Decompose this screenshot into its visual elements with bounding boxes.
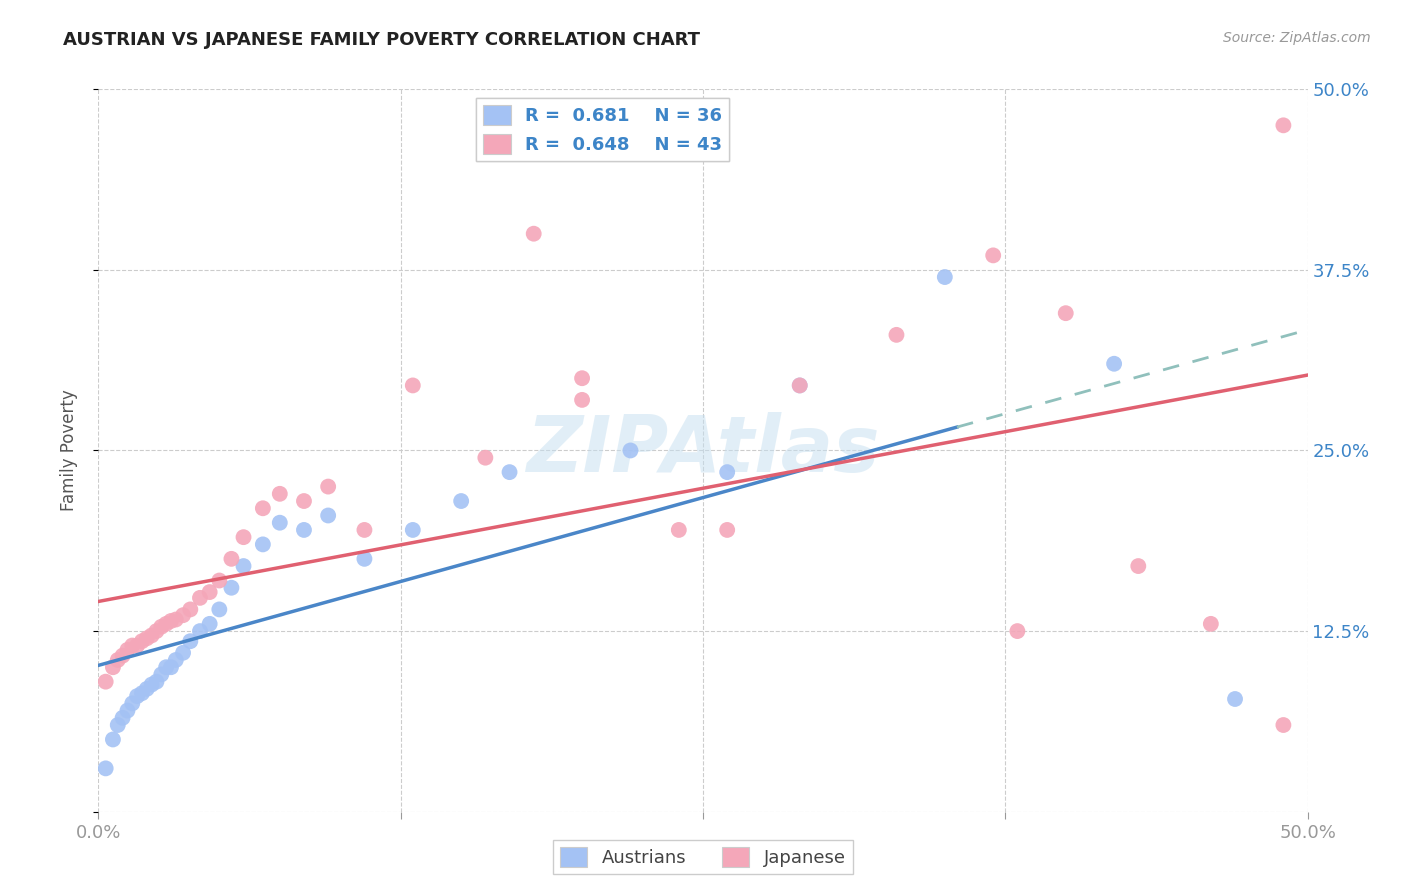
Point (789, 378, 811, 392)
Point (107, 718, 129, 732)
Point (127, 639, 149, 653)
Point (716, 523, 738, 537)
Point (172, 646, 194, 660)
Point (252, 501, 274, 516)
Point (131, 634, 153, 648)
Point (269, 516, 291, 530)
Point (131, 686, 153, 700)
Point (316, 508, 339, 523)
Point (127, 689, 149, 703)
Point (179, 634, 201, 648)
Point (571, 392, 593, 407)
Point (1007, 624, 1029, 639)
Point (198, 585, 221, 599)
Point (172, 608, 194, 623)
Point (141, 628, 163, 642)
Point (402, 378, 425, 392)
Point (316, 480, 339, 494)
Point (145, 674, 167, 689)
Point (94, 761, 117, 775)
Point (1223, 692, 1246, 706)
Point (1102, 357, 1125, 371)
Point (111, 711, 134, 725)
Point (101, 660, 124, 674)
Point (121, 696, 143, 710)
Point (111, 648, 134, 663)
Point (716, 465, 738, 479)
Point (450, 494, 472, 508)
Point (981, 248, 1004, 262)
Point (121, 639, 143, 653)
Point (886, 327, 908, 342)
Point (474, 450, 496, 465)
Point (221, 551, 243, 566)
Point (135, 681, 157, 696)
Point (353, 551, 375, 566)
Point (498, 465, 520, 479)
Point (1272, 718, 1295, 732)
Point (150, 620, 173, 634)
Point (188, 624, 211, 639)
Point (208, 574, 231, 588)
Text: ZIPAtlas: ZIPAtlas (526, 412, 880, 489)
Point (571, 371, 593, 385)
Point (135, 632, 157, 646)
Point (145, 624, 167, 639)
Point (619, 443, 641, 458)
Point (141, 677, 163, 691)
Legend: R =  0.681    N = 36, R =  0.648    N = 43: R = 0.681 N = 36, R = 0.648 N = 43 (477, 98, 730, 161)
Point (353, 523, 375, 537)
Point (232, 530, 254, 544)
Point (179, 602, 201, 616)
Point (160, 614, 183, 628)
Point (188, 591, 211, 605)
Text: AUSTRIAN VS JAPANESE FAMILY POVERTY CORRELATION CHART: AUSTRIAN VS JAPANESE FAMILY POVERTY CORR… (63, 31, 700, 49)
Point (221, 581, 243, 595)
Point (292, 494, 315, 508)
Point (934, 270, 956, 285)
Point (150, 667, 173, 681)
Point (1199, 616, 1222, 631)
Point (198, 616, 221, 631)
Y-axis label: Family Poverty: Family Poverty (59, 390, 77, 511)
Point (402, 523, 425, 537)
Point (269, 487, 291, 501)
Point (208, 602, 231, 616)
Text: Source: ZipAtlas.com: Source: ZipAtlas.com (1223, 31, 1371, 45)
Point (252, 537, 274, 551)
Point (292, 523, 315, 537)
Point (155, 616, 177, 631)
Point (1128, 559, 1150, 574)
Point (117, 643, 139, 657)
Point (117, 704, 139, 718)
Point (155, 660, 177, 674)
Point (165, 613, 187, 627)
Point (789, 378, 811, 392)
Point (165, 653, 187, 667)
Point (101, 732, 124, 747)
Point (107, 653, 129, 667)
Legend: Austrians, Japanese: Austrians, Japanese (553, 839, 853, 874)
Point (1054, 306, 1077, 320)
Point (94, 674, 117, 689)
Point (160, 660, 183, 674)
Point (1272, 119, 1295, 133)
Point (668, 523, 690, 537)
Point (523, 227, 546, 241)
Point (232, 559, 254, 574)
